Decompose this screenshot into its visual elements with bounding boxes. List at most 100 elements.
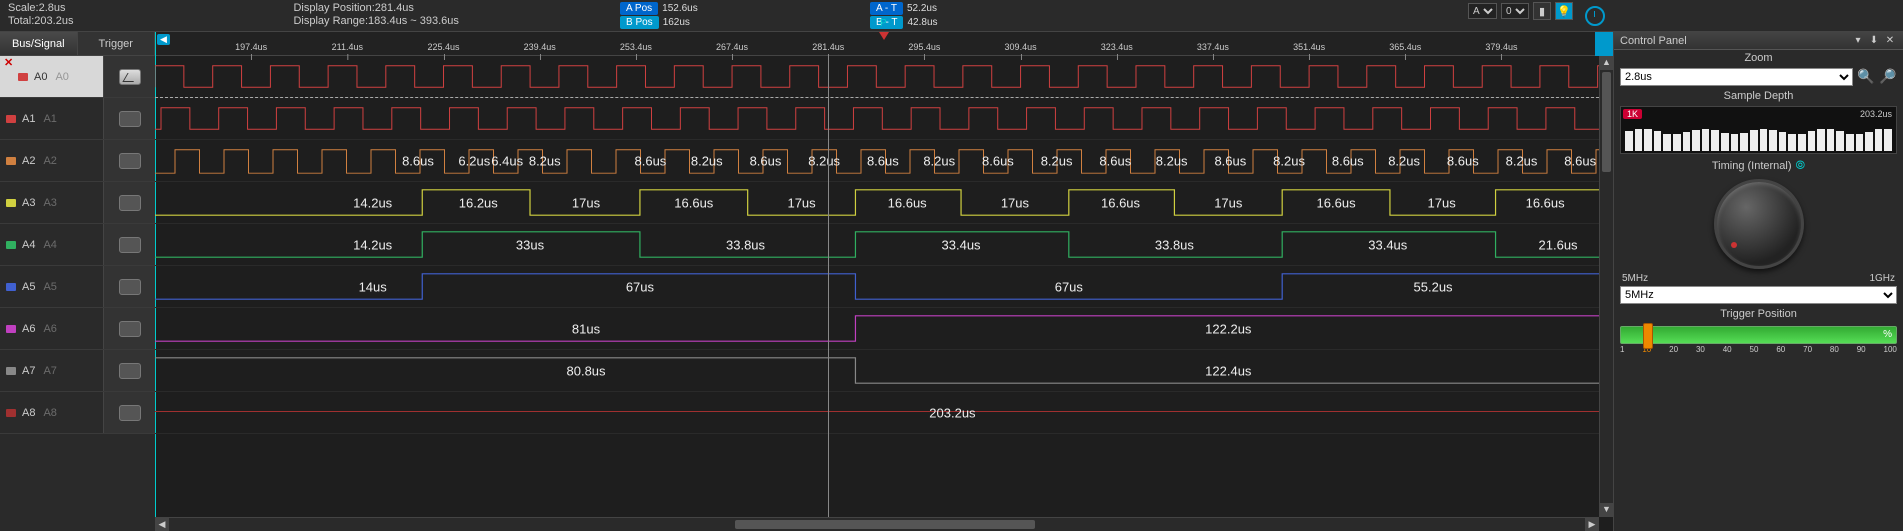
hscroll-thumb[interactable]: [735, 520, 1035, 529]
b-pos-badge[interactable]: B Pos: [620, 16, 659, 29]
p-label: P: [880, 18, 887, 29]
zoom-in-icon[interactable]: 🔍: [1857, 68, 1875, 86]
signal-alias-label: A3: [43, 197, 56, 209]
pulse-width-label: 8.6us: [402, 153, 434, 168]
timing-dial[interactable]: [1714, 179, 1804, 269]
pulse-width-label: 8.6us: [1214, 153, 1246, 168]
waveform-row-a7[interactable]: 80.8us122.4us: [155, 350, 1599, 392]
trigger-condition-button[interactable]: [119, 279, 141, 295]
signal-row-a4[interactable]: A4A4: [0, 224, 155, 266]
pulse-width-label: 8.2us: [1273, 153, 1305, 168]
signal-row-a0[interactable]: ✕A0A0: [0, 56, 155, 98]
vertical-scrollbar[interactable]: ▲ ▼: [1599, 56, 1613, 517]
cursor-select-a[interactable]: A: [1468, 3, 1497, 19]
trigger-condition-button[interactable]: [119, 321, 141, 337]
a-pos-badge[interactable]: A Pos: [620, 2, 658, 15]
signal-row-a6[interactable]: A6 A6: [0, 308, 155, 350]
freq-max: 1GHz: [1869, 273, 1895, 284]
tab-bus-signal[interactable]: Bus/Signal: [0, 32, 78, 55]
pulse-width-label: 14us: [359, 279, 387, 294]
display-position-value: 281.4us: [375, 2, 414, 14]
a-t-badge[interactable]: A - T: [870, 2, 903, 15]
signal-row-a8[interactable]: A8A8: [0, 392, 155, 434]
center-cursor[interactable]: [828, 56, 829, 517]
pulse-width-label: 122.4us: [1205, 363, 1251, 378]
bookmark-icon[interactable]: ▮: [1533, 2, 1551, 20]
signal-row-a2[interactable]: A2A2: [0, 140, 155, 182]
trigger-scale-tick: 50: [1750, 345, 1759, 354]
signal-row-a7[interactable]: A7A7: [0, 350, 155, 392]
pulse-width-label: 6.4us: [491, 153, 523, 168]
waveform-row-a1[interactable]: [155, 98, 1599, 140]
signal-color-swatch: [6, 409, 16, 417]
signal-row-a1[interactable]: A1A1: [0, 98, 155, 140]
trigger-slider-handle[interactable]: [1643, 323, 1653, 349]
sample-depth-display[interactable]: 1K 203.2us: [1620, 106, 1897, 154]
ruler-tick: 295.4us: [908, 42, 940, 52]
waveform-row-a4[interactable]: 14.2us33us33.8us33.4us33.8us33.4us21.6us: [155, 224, 1599, 266]
pulse-width-label: 14.2us: [353, 195, 392, 210]
signal-alias-label: A6: [43, 323, 56, 335]
scroll-down-arrow[interactable]: ▼: [1600, 503, 1613, 517]
signal-name-label: A5: [22, 281, 35, 293]
signal-panel: Bus/Signal Trigger ✕A0A0A1A1A2A2A3A3A4A4…: [0, 32, 155, 531]
pulse-width-label: 16.2us: [459, 195, 498, 210]
trigger-scale-tick: 40: [1723, 345, 1732, 354]
pulse-width-label: 8.6us: [635, 153, 667, 168]
scroll-left-arrow[interactable]: ◀: [155, 518, 169, 531]
waveform-area[interactable]: ◀ 197.4us211.4us225.4us239.4us253.4us267…: [155, 32, 1613, 531]
b-t-value: 42.8us: [907, 17, 937, 28]
tab-trigger[interactable]: Trigger: [78, 32, 156, 55]
waveform-row-a5[interactable]: 14us67us67us55.2us: [155, 266, 1599, 308]
scroll-right-arrow[interactable]: ▶: [1585, 518, 1599, 531]
lightbulb-icon[interactable]: 💡: [1555, 2, 1573, 20]
horizontal-scrollbar[interactable]: ◀ ▶: [155, 517, 1599, 531]
trigger-condition-button[interactable]: [119, 195, 141, 211]
signal-row-a3[interactable]: A3A3: [0, 182, 155, 224]
ruler-end-button[interactable]: [1595, 32, 1613, 56]
vscroll-thumb[interactable]: [1602, 72, 1611, 172]
ruler-tick: 323.4us: [1101, 42, 1133, 52]
waveform-row-a0[interactable]: [155, 56, 1599, 98]
trigger-condition-button[interactable]: [119, 405, 141, 421]
waveform-row-a2[interactable]: 8.6us6.2us6.4us8.2us8.6us8.2us8.6us8.2us…: [155, 140, 1599, 182]
panel-dropdown-icon[interactable]: ▾: [1851, 35, 1865, 47]
trigger-position-slider[interactable]: %: [1620, 326, 1897, 344]
trigger-marker[interactable]: [879, 32, 889, 40]
zoom-out-icon[interactable]: 🔎: [1879, 68, 1897, 86]
waveform-row-a8[interactable]: 203.2us: [155, 392, 1599, 434]
trigger-scale-tick: 100: [1884, 345, 1897, 354]
pulse-width-label: 8.6us: [1564, 153, 1596, 168]
signal-row-a5[interactable]: A5A5: [0, 266, 155, 308]
delete-icon[interactable]: ✕: [4, 56, 13, 69]
signal-name-label: A6: [22, 323, 35, 335]
trigger-condition-button[interactable]: [119, 69, 141, 85]
pulse-width-label: 8.2us: [1506, 153, 1538, 168]
pulse-width-label: 8.2us: [1388, 153, 1420, 168]
trigger-condition-button[interactable]: [119, 363, 141, 379]
signal-name-label: A4: [22, 239, 35, 251]
zoom-select[interactable]: 2.8us: [1620, 68, 1853, 86]
waveform-row-a3[interactable]: 14.2us16.2us17us16.6us17us16.6us17us16.6…: [155, 182, 1599, 224]
pulse-width-label: 16.6us: [888, 195, 927, 210]
timing-expand-icon[interactable]: ⦾: [1796, 158, 1806, 173]
ruler-tick: 365.4us: [1389, 42, 1421, 52]
scale-label: Scale:: [8, 2, 39, 14]
pulse-width-label: 8.2us: [1041, 153, 1073, 168]
a-pos-value: 152.6us: [662, 3, 698, 14]
trigger-condition-button[interactable]: [119, 237, 141, 253]
panel-close-icon[interactable]: ✕: [1883, 35, 1897, 47]
control-panel: Control Panel ▾ ⬇ ✕ Zoom 2.8us 🔍 🔎 Sampl…: [1613, 32, 1903, 531]
trigger-condition-button[interactable]: [119, 153, 141, 169]
trigger-condition-button[interactable]: [119, 111, 141, 127]
panel-pin-icon[interactable]: ⬇: [1867, 35, 1881, 47]
time-ruler[interactable]: ◀ 197.4us211.4us225.4us239.4us253.4us267…: [155, 32, 1613, 56]
scroll-up-arrow[interactable]: ▲: [1600, 56, 1613, 70]
cursor-select-0[interactable]: 0: [1501, 3, 1529, 19]
display-range-value: 183.4us ~ 393.6us: [368, 15, 459, 27]
freq-select[interactable]: 5MHz: [1620, 286, 1897, 304]
waveform-row-a6[interactable]: 81us122.2us: [155, 308, 1599, 350]
signal-alias-label: A1: [43, 113, 56, 125]
pulse-width-label: 81us: [572, 321, 600, 336]
clock-icon[interactable]: [1585, 6, 1605, 26]
